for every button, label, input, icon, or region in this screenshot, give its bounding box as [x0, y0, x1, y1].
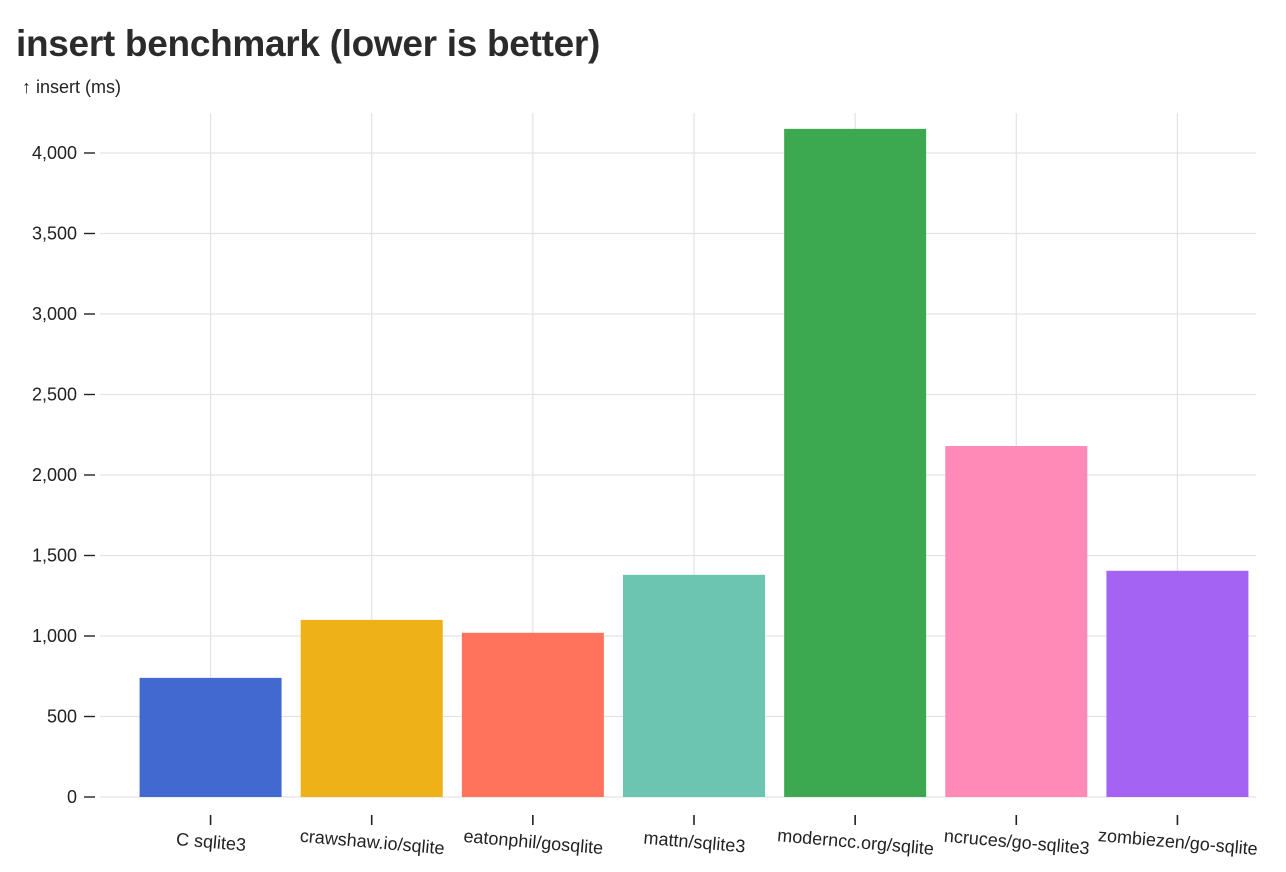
bar	[461, 632, 604, 797]
y-tick-label: 3,000	[32, 304, 77, 324]
x-tick-label: crawshaw.io/sqlite	[299, 826, 445, 859]
y-tick-label: 4,000	[32, 143, 77, 163]
bar	[784, 128, 927, 798]
y-tick-label: 1,500	[32, 546, 77, 566]
y-axis-label: ↑ insert (ms)	[22, 77, 121, 97]
bar	[139, 677, 282, 797]
y-tick-label: 2,000	[32, 465, 77, 485]
x-tick-label: C sqlite3	[175, 829, 247, 855]
x-tick-label: moderncc.org/sqlite	[777, 825, 935, 859]
x-tick-label: ncruces/go-sqlite3	[943, 826, 1090, 859]
y-tick-label: 2,500	[32, 385, 77, 405]
bar	[1106, 570, 1249, 797]
x-tick-label: mattn/sqlite3	[643, 828, 746, 857]
x-tick-label: zombiezen/go-sqlite	[1097, 825, 1258, 859]
bar	[945, 446, 1088, 797]
y-tick-label: 0	[67, 787, 77, 807]
bar	[623, 574, 765, 797]
x-tick-label: eatonphil/gosqlite	[463, 826, 604, 858]
y-tick-label: 1,000	[32, 626, 77, 646]
y-tick-label: 3,500	[32, 224, 77, 244]
y-tick-label: 500	[47, 707, 77, 727]
bars-layer	[139, 128, 1249, 798]
chart-title: insert benchmark (lower is better)	[16, 23, 601, 64]
bar	[300, 619, 443, 797]
